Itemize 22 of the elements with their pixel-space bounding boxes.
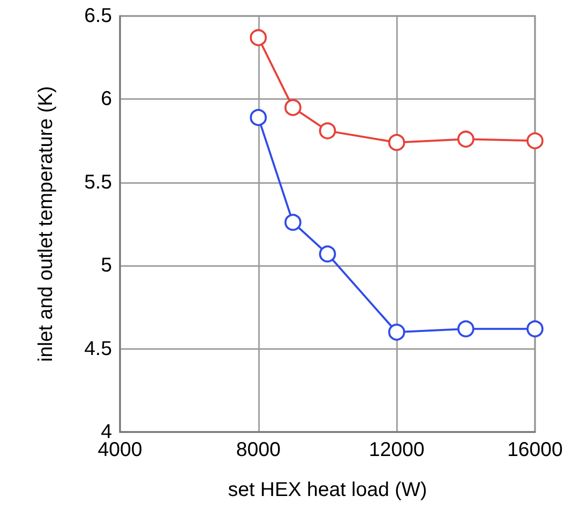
y-tick-label: 5.5 xyxy=(84,171,112,194)
x-tick-label: 8000 xyxy=(236,439,281,461)
x-tick-label: 16000 xyxy=(507,439,563,461)
x-tick-label: 12000 xyxy=(368,439,424,461)
y-tick-label: 6.5 xyxy=(84,5,112,27)
point xyxy=(319,122,336,140)
point xyxy=(526,320,544,338)
y-tick-label: 5 xyxy=(100,254,112,277)
y-tick-label: 6 xyxy=(100,88,112,110)
point xyxy=(457,130,474,148)
point xyxy=(319,245,336,262)
point xyxy=(457,320,474,338)
point xyxy=(388,134,406,151)
y-axis-title: inlet and outlet temperature (K) xyxy=(35,86,57,362)
point xyxy=(388,324,406,341)
point xyxy=(250,109,267,126)
point xyxy=(284,99,302,116)
point xyxy=(284,214,302,231)
x-axis-title: set HEX heat load (W) xyxy=(228,479,427,501)
y-tick-label: 4.5 xyxy=(84,338,112,360)
point xyxy=(526,132,544,150)
point xyxy=(250,29,267,46)
